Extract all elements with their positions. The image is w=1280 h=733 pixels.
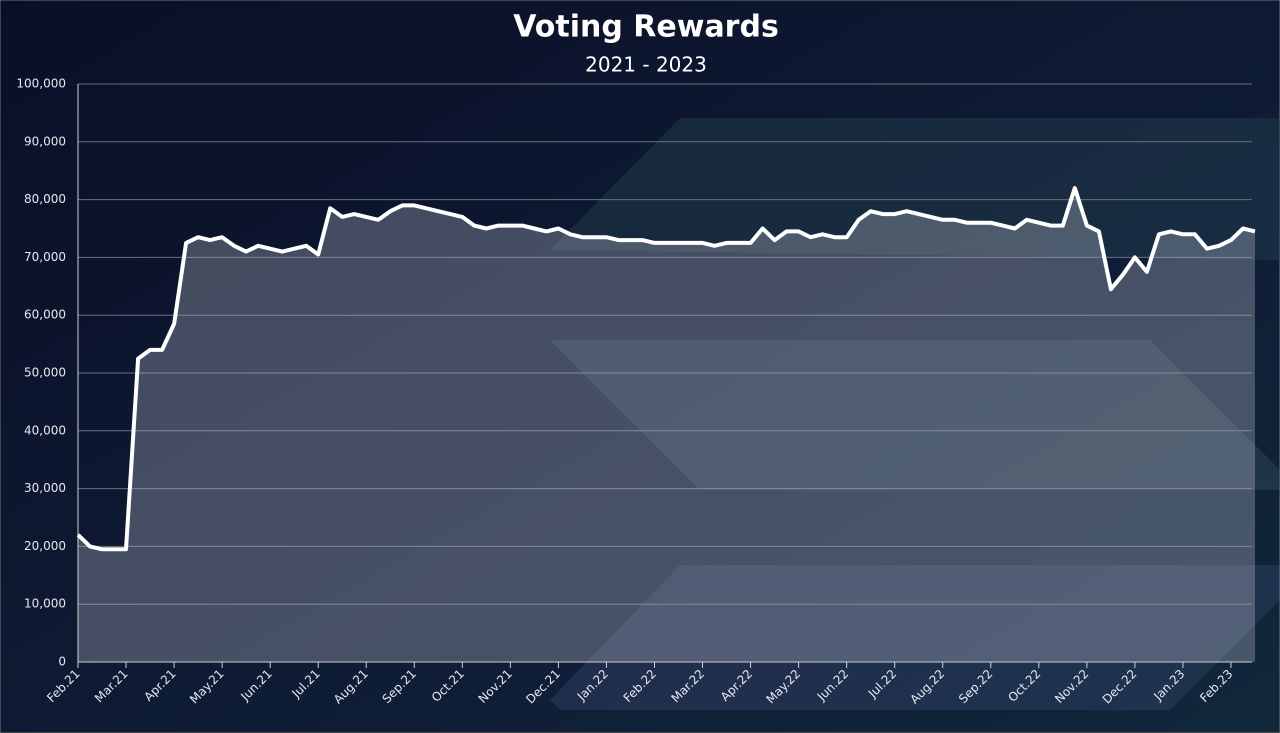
y-tick-label: 60,000 bbox=[24, 308, 66, 322]
y-tick-label: 40,000 bbox=[24, 423, 66, 437]
y-tick-label: 80,000 bbox=[24, 192, 66, 206]
decoration bbox=[550, 340, 1280, 490]
y-tick-label: 50,000 bbox=[24, 366, 66, 380]
y-tick-label: 0 bbox=[58, 655, 66, 669]
y-tick-label: 100,000 bbox=[16, 77, 66, 91]
chart-title: Voting Rewards bbox=[513, 10, 779, 45]
line bbox=[76, 186, 1256, 552]
decoration bbox=[550, 118, 1280, 260]
area bbox=[78, 188, 1255, 662]
chart-subtitle: 2021 - 2023 bbox=[585, 53, 707, 77]
y-tick-label: 10,000 bbox=[24, 597, 66, 611]
y-tick-label: 20,000 bbox=[24, 539, 66, 553]
y-tick-label: 70,000 bbox=[24, 250, 66, 264]
y-tick-label: 90,000 bbox=[24, 134, 66, 148]
decoration bbox=[550, 565, 1280, 710]
y-tick-label: 30,000 bbox=[24, 481, 66, 495]
